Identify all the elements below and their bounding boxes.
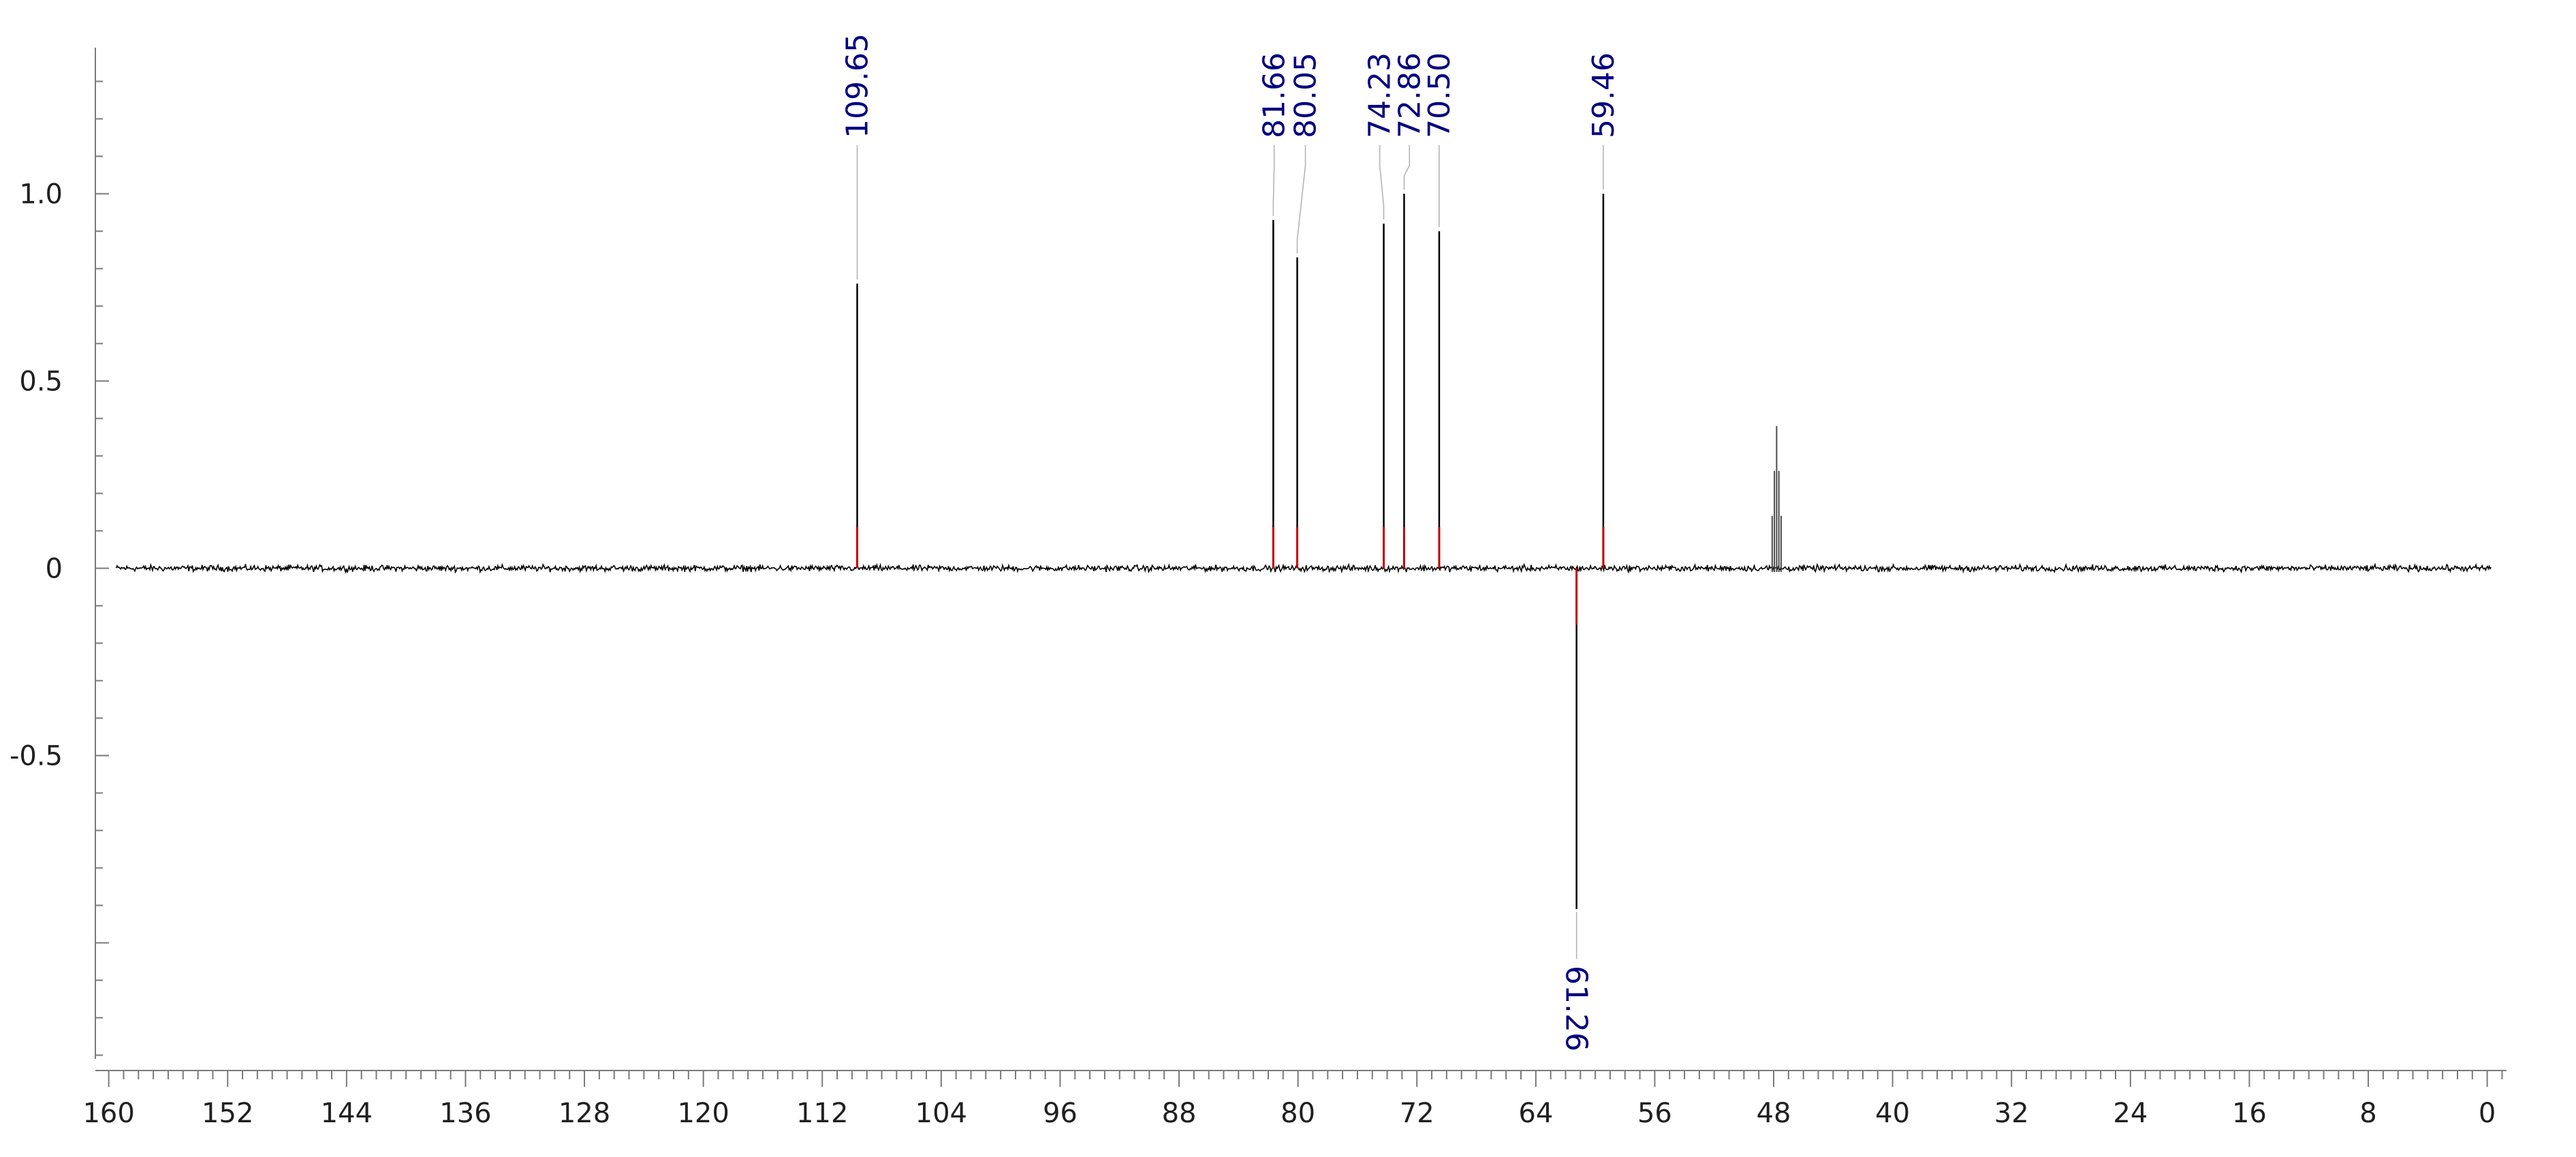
x-axis: 160 152 144 136 128 120 112 104 96 88 80 72 64 56 48 40… (82, 1070, 2507, 1129)
y-tick-label: -0.5 (10, 741, 63, 772)
x-tick-label: 120 (677, 1098, 729, 1129)
x-tick-label: 96 (1043, 1098, 1078, 1129)
peak-label: 80.05 (1289, 52, 1323, 138)
x-tick-label: 144 (321, 1098, 373, 1129)
x-tick-label: 0 (2479, 1098, 2496, 1129)
x-tick-label: 136 (439, 1098, 491, 1129)
x-tick-label: 24 (2113, 1098, 2148, 1129)
x-tick-label: 16 (2232, 1098, 2267, 1129)
peak-label: 70.50 (1422, 52, 1457, 138)
x-tick-label: 64 (1518, 1098, 1553, 1129)
x-tick-label: 152 (202, 1098, 253, 1129)
x-tick-label: 80 (1281, 1098, 1315, 1129)
x-tick-label: 128 (559, 1098, 610, 1129)
x-tick-label: 88 (1162, 1098, 1197, 1129)
peak-label: 59.46 (1586, 52, 1621, 138)
y-tick-label: 1.0 (19, 179, 63, 210)
spectrum-layer (115, 426, 2492, 574)
x-tick-label: 112 (796, 1098, 848, 1129)
x-tick-label: 72 (1400, 1098, 1434, 1129)
peak-label: 81.66 (1257, 52, 1292, 138)
peak-leader-line (1272, 145, 1275, 216)
spectrum-baseline (115, 562, 2492, 574)
peak-label: 61.26 (1559, 966, 1594, 1051)
peak-layer (856, 193, 1605, 909)
x-tick-label: 8 (2359, 1098, 2376, 1129)
peak-label: 109.65 (841, 33, 875, 138)
x-tick-label: 48 (1757, 1098, 1791, 1129)
y-axis: 1.0 0.5 0 -0.5 (10, 48, 109, 1059)
x-tick-label: 160 (82, 1098, 134, 1129)
x-tick-label: 40 (1875, 1098, 1910, 1129)
peak-leader-line (1296, 145, 1306, 253)
y-tick-label: 0.5 (19, 366, 63, 398)
y-tick-label: 0 (46, 554, 63, 585)
x-tick-label: 56 (1637, 1098, 1672, 1129)
peak-leader-line (1403, 145, 1411, 190)
x-tick-label: 32 (1994, 1098, 2029, 1129)
peak-label: 74.23 (1363, 52, 1398, 138)
peak-leader-line (1379, 145, 1385, 220)
x-tick-label: 104 (915, 1098, 967, 1129)
peak-label: 72.86 (1392, 52, 1427, 138)
